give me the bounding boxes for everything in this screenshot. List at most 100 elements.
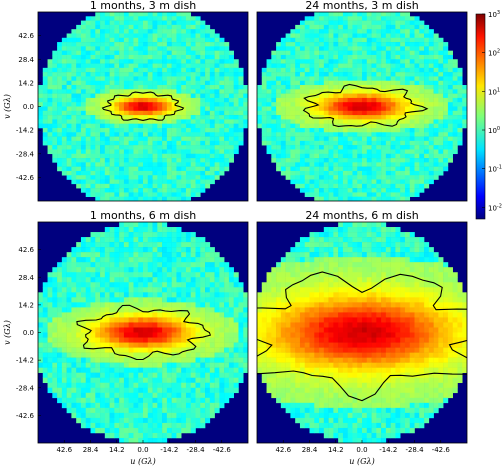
heatmap-cell bbox=[290, 247, 296, 253]
heatmap-cell bbox=[66, 402, 72, 409]
heatmap-cell bbox=[147, 242, 153, 248]
heatmap-cell bbox=[290, 140, 296, 146]
heatmap-cell bbox=[400, 76, 406, 82]
heatmap-cell bbox=[138, 387, 144, 394]
heatmap-cell bbox=[219, 93, 225, 99]
heatmap-cell bbox=[162, 102, 168, 107]
heatmap-cell bbox=[209, 377, 215, 384]
heatmap-cell bbox=[133, 272, 139, 278]
heatmap-cell bbox=[166, 277, 172, 283]
heatmap-cell bbox=[52, 272, 58, 278]
heatmap-cell bbox=[147, 302, 153, 308]
x-tick-label: -42.6 bbox=[213, 446, 232, 454]
heatmap-cell bbox=[243, 352, 248, 358]
heatmap-cell bbox=[333, 170, 339, 176]
heatmap-cell bbox=[119, 119, 125, 124]
heatmap-cell bbox=[133, 93, 139, 99]
heatmap-cell bbox=[157, 317, 163, 323]
heatmap-cell bbox=[299, 76, 306, 82]
heatmap-cell bbox=[333, 97, 339, 103]
heatmap-cell bbox=[376, 162, 382, 167]
heatmap-cell bbox=[66, 382, 72, 389]
heatmap-cell bbox=[395, 110, 401, 116]
heatmap-cell bbox=[157, 140, 163, 146]
heatmap-cell bbox=[304, 80, 310, 86]
heatmap-cell bbox=[80, 417, 87, 424]
heatmap-cell bbox=[138, 422, 144, 429]
heatmap-cell bbox=[52, 115, 58, 120]
heatmap-cell bbox=[162, 20, 168, 26]
heatmap-cell bbox=[200, 402, 206, 409]
heatmap-cell bbox=[76, 85, 82, 90]
heatmap-cell bbox=[342, 175, 348, 180]
heatmap-cell bbox=[47, 89, 53, 94]
heatmap-cell bbox=[143, 132, 149, 137]
heatmap-cell bbox=[395, 188, 401, 193]
heatmap-cell bbox=[61, 262, 67, 268]
heatmap-cell bbox=[157, 42, 163, 47]
heatmap-cell bbox=[228, 342, 234, 348]
heatmap-cell bbox=[205, 322, 211, 328]
heatmap-cell bbox=[224, 145, 230, 150]
heatmap-cell bbox=[328, 188, 334, 193]
heatmap-cell bbox=[366, 50, 372, 56]
heatmap-cell bbox=[171, 392, 177, 399]
heatmap-cell bbox=[357, 76, 363, 82]
heatmap-cell bbox=[285, 50, 291, 56]
heatmap-cell bbox=[424, 29, 430, 34]
heatmap-cell bbox=[57, 372, 63, 378]
heatmap-cell bbox=[66, 307, 72, 313]
heatmap-cell bbox=[200, 377, 206, 384]
heatmap-cell bbox=[276, 153, 282, 159]
heatmap-cell bbox=[195, 67, 201, 73]
heatmap-cell bbox=[133, 136, 139, 142]
heatmap-cell bbox=[181, 97, 187, 103]
heatmap-cell bbox=[190, 312, 196, 318]
heatmap-cell bbox=[76, 252, 82, 258]
heatmap-cell bbox=[366, 76, 372, 82]
heatmap-cell bbox=[228, 387, 234, 394]
heatmap-cell bbox=[314, 153, 320, 159]
heatmap-cell bbox=[299, 80, 306, 86]
heatmap-cell bbox=[328, 76, 334, 82]
heatmap-cell bbox=[190, 166, 196, 172]
heatmap-cell bbox=[328, 16, 334, 21]
heatmap-cell bbox=[195, 24, 201, 30]
heatmap-cell bbox=[143, 46, 149, 51]
heatmap-cell bbox=[276, 102, 282, 107]
heatmap-cell bbox=[219, 54, 225, 60]
heatmap-cell bbox=[238, 123, 244, 129]
heatmap-cell bbox=[238, 97, 244, 103]
heatmap-cell bbox=[152, 196, 158, 201]
heatmap-cell bbox=[166, 332, 172, 338]
heatmap-cell bbox=[357, 97, 363, 103]
heatmap-cell bbox=[100, 402, 106, 409]
heatmap-cell bbox=[319, 136, 325, 142]
heatmap-cell bbox=[404, 132, 411, 137]
heatmap-cell bbox=[57, 382, 63, 389]
heatmap-cell bbox=[66, 337, 72, 343]
heatmap-cell bbox=[128, 317, 134, 323]
heatmap-cell bbox=[104, 132, 110, 137]
heatmap-cell bbox=[176, 342, 182, 348]
heatmap-cell bbox=[176, 357, 182, 363]
heatmap-cell bbox=[357, 106, 363, 112]
heatmap-cell bbox=[295, 127, 301, 133]
heatmap-cell bbox=[71, 54, 77, 60]
heatmap-cell bbox=[414, 119, 420, 124]
heatmap-cell bbox=[85, 247, 91, 253]
heatmap-cell bbox=[76, 257, 82, 263]
heatmap-cell bbox=[371, 183, 377, 189]
heatmap-cell bbox=[85, 412, 91, 419]
heatmap-cell bbox=[100, 412, 106, 419]
heatmap-cell bbox=[381, 115, 387, 120]
heatmap-cell bbox=[243, 332, 248, 338]
heatmap-cell bbox=[157, 352, 163, 358]
heatmap-cell bbox=[224, 80, 230, 86]
heatmap-cell bbox=[80, 422, 87, 429]
heatmap-cell bbox=[271, 54, 277, 60]
heatmap-cell bbox=[190, 242, 196, 248]
heatmap-cell bbox=[152, 59, 158, 64]
heatmap-cell bbox=[109, 170, 115, 176]
heatmap-cell bbox=[119, 232, 125, 238]
